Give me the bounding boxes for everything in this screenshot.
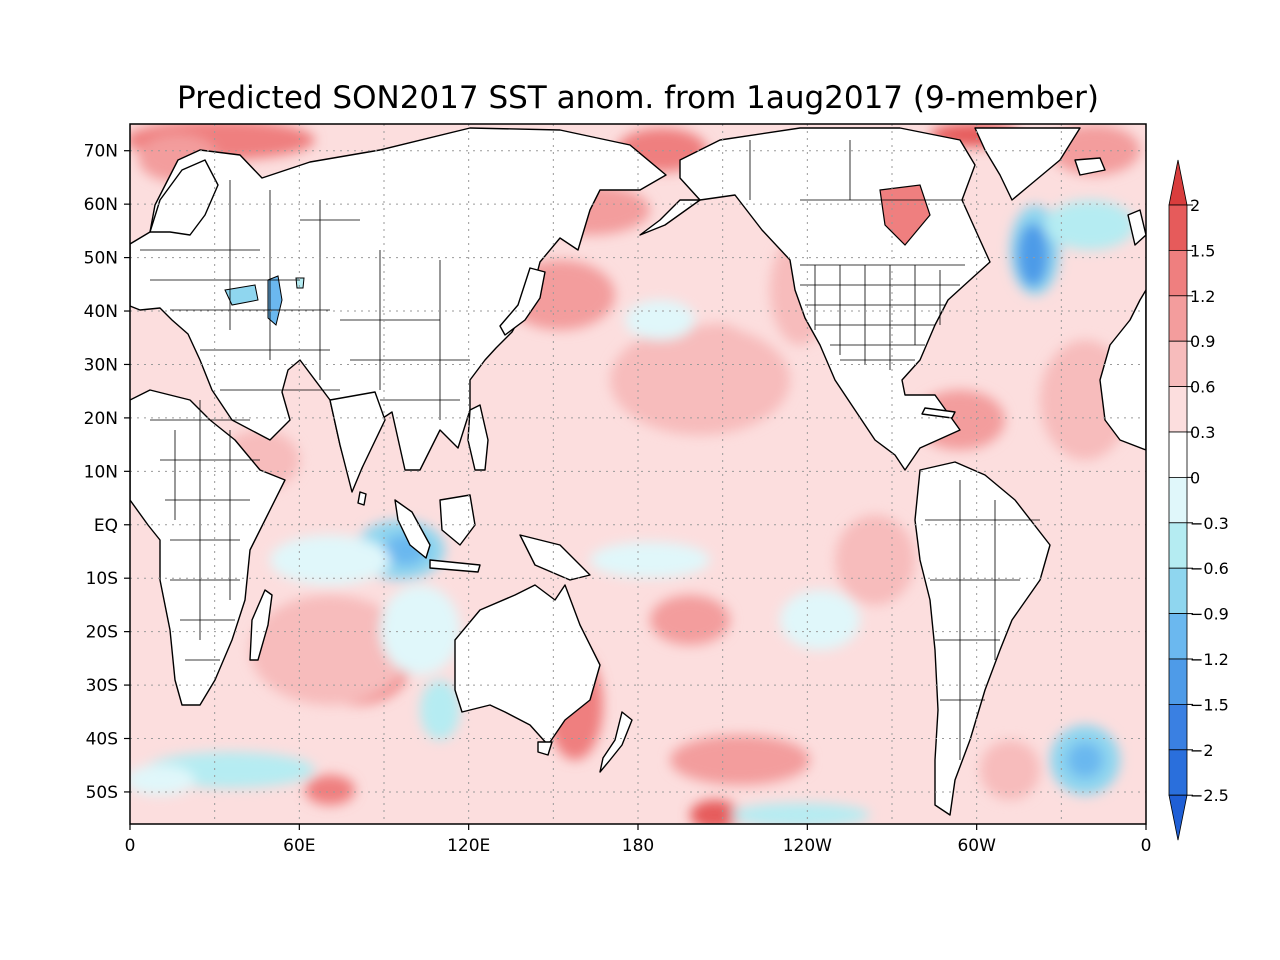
lon-tick-label: 120E bbox=[447, 836, 490, 856]
sumatra-island bbox=[394, 499, 431, 559]
lat-tick-label: 30S bbox=[86, 676, 118, 696]
colorbar-label: −1.5 bbox=[1190, 695, 1229, 714]
alaska-peninsula bbox=[639, 199, 701, 236]
landmasses bbox=[130, 127, 1146, 816]
lon-tick-label: 60E bbox=[283, 836, 315, 856]
lon-tick-label: 180 bbox=[622, 836, 654, 856]
canada-lines bbox=[749, 140, 965, 201]
colorbar-swatch bbox=[1168, 249, 1188, 297]
lat-tick-label: 60N bbox=[84, 195, 118, 215]
colorbar-label: 0.6 bbox=[1190, 378, 1215, 397]
colorbar-swatch bbox=[1168, 476, 1188, 524]
lon-tick-label: 60W bbox=[957, 836, 996, 856]
colorbar-swatch bbox=[1168, 704, 1188, 751]
lat-tick-label: 20N bbox=[84, 409, 118, 429]
colorbar-label: 0 bbox=[1190, 468, 1200, 487]
colorbar-label: −1.2 bbox=[1190, 650, 1229, 669]
australia-landmass bbox=[454, 584, 601, 746]
colorbar-label: 0.3 bbox=[1190, 423, 1215, 442]
sri-lanka-island bbox=[357, 491, 367, 506]
iceland-island bbox=[1074, 157, 1106, 176]
map-gridlines bbox=[130, 124, 1146, 824]
india-landmass bbox=[329, 391, 386, 493]
colorbar-swatch bbox=[1168, 204, 1188, 251]
latitude-labels: 70N 60N 50N 40N 30N 20N 10N EQ 10S 20S 30S 40S 50S bbox=[84, 142, 130, 803]
lat-tick-label: EQ bbox=[94, 516, 118, 536]
lat-tick-label: 40N bbox=[84, 302, 118, 322]
british-isles bbox=[1127, 209, 1146, 246]
colorbar-swatch bbox=[1168, 658, 1188, 705]
lat-tick-label: 10S bbox=[86, 569, 118, 589]
colorbar-label: −0.9 bbox=[1190, 605, 1229, 624]
political-borders bbox=[140, 140, 1040, 760]
colorbar-swatch bbox=[1168, 567, 1188, 615]
lon-tick-label: 0 bbox=[125, 836, 136, 856]
colorbar-bottom-extension bbox=[1168, 794, 1188, 841]
colorbar-swatch bbox=[1168, 749, 1188, 796]
africa-landmass bbox=[130, 389, 286, 706]
philippines-islands bbox=[467, 404, 489, 471]
colorbar: 2 1.5 1.2 0.9 0.6 0.3 0 −0.3 −0.6 −0.9 −1.2 −1.5 −2 −… bbox=[1168, 159, 1229, 841]
caspian-sea bbox=[267, 275, 283, 326]
map-plot-area bbox=[130, 124, 1146, 824]
new-zealand-islands bbox=[599, 711, 633, 773]
colorbar-swatch bbox=[1168, 522, 1188, 569]
colorbar-label: 1.2 bbox=[1190, 287, 1215, 306]
colorbar-label: 1.5 bbox=[1190, 241, 1215, 260]
colorbar-swatch bbox=[1168, 386, 1188, 433]
map-title: Predicted SON2017 SST anom. from 1aug201… bbox=[177, 80, 1099, 116]
cuba-island bbox=[921, 407, 956, 419]
colorbar-label: −0.3 bbox=[1190, 514, 1229, 533]
usa-state-lines bbox=[800, 264, 965, 370]
greenland-landmass bbox=[974, 127, 1081, 201]
south-america-landmass bbox=[914, 461, 1051, 816]
japan-islands bbox=[499, 267, 546, 336]
lat-tick-label: 40S bbox=[86, 730, 118, 750]
lat-tick-label: 30N bbox=[84, 355, 118, 375]
colorbar-swatch bbox=[1168, 340, 1188, 388]
lat-tick-label: 50N bbox=[84, 249, 118, 269]
borneo-island bbox=[439, 494, 476, 546]
colorbar-swatch bbox=[1168, 295, 1188, 342]
lat-tick-label: 20S bbox=[86, 623, 118, 643]
europe-right-edge bbox=[1099, 289, 1146, 451]
colorbar-label: −2.5 bbox=[1190, 786, 1229, 805]
longitude-labels: 0 60E 120E 180 120W 60W 0 bbox=[125, 824, 1152, 856]
lon-tick-label: 120W bbox=[783, 836, 832, 856]
colorbar-swatch bbox=[1168, 613, 1188, 660]
colorbar-label: −0.6 bbox=[1190, 559, 1229, 578]
colorbar-top-extension bbox=[1168, 159, 1188, 206]
colorbar-swatch bbox=[1168, 431, 1188, 478]
lat-tick-label: 50S bbox=[86, 783, 118, 803]
colorbar-label: 2 bbox=[1190, 196, 1200, 215]
new-guinea-island bbox=[519, 534, 591, 581]
lat-tick-label: 10N bbox=[84, 462, 118, 482]
aral-sea bbox=[295, 277, 305, 289]
lon-tick-label: 0 bbox=[1141, 836, 1152, 856]
scandinavia-landmass bbox=[149, 159, 219, 236]
java-island bbox=[429, 559, 481, 573]
tasmania-island bbox=[537, 741, 553, 756]
africa-lines bbox=[150, 400, 260, 661]
madagascar-island bbox=[249, 589, 273, 661]
eurasia-lines bbox=[140, 180, 470, 420]
colorbar-label: 0.9 bbox=[1190, 332, 1215, 351]
south-america-lines bbox=[925, 480, 1040, 760]
colorbar-label: −2 bbox=[1190, 741, 1214, 760]
lat-tick-label: 70N bbox=[84, 142, 118, 162]
